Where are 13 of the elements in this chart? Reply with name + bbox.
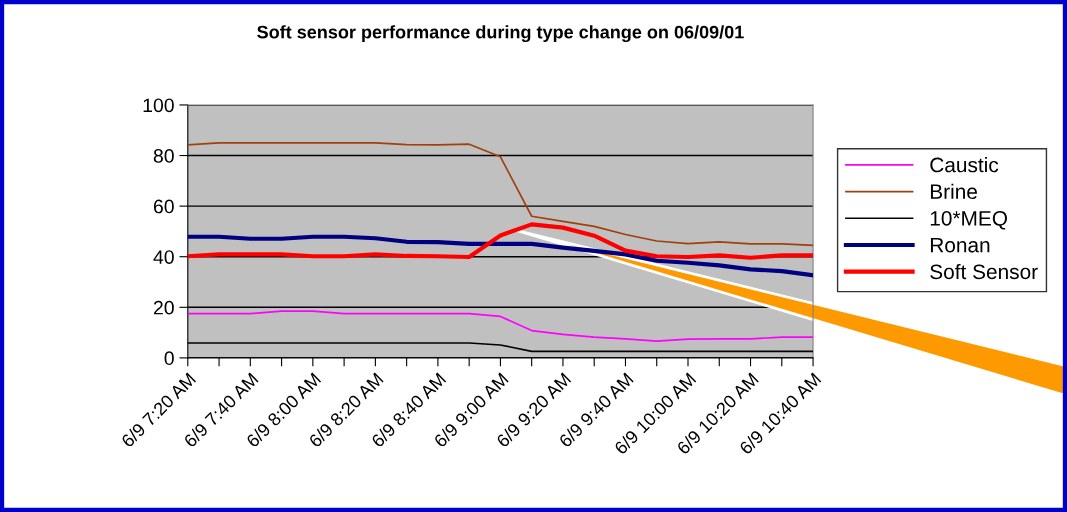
- legend-label: 10*MEQ: [930, 211, 1007, 230]
- y-tick-label: 20: [153, 300, 174, 315]
- y-tick-label: 0: [164, 351, 174, 366]
- legend-label: Brine: [930, 183, 977, 200]
- y-tick-label: 80: [153, 149, 174, 163]
- y-tick-label: 40: [153, 250, 174, 264]
- legend-label: Ronan: [930, 237, 990, 253]
- chart-title: Soft sensor performance during type change on 06/09/01: [257, 25, 744, 43]
- y-tick-label: 60: [153, 199, 174, 214]
- y-tick-label: 100: [143, 98, 174, 113]
- line-series: [187, 310, 814, 343]
- legend-label: Caustic: [930, 157, 999, 173]
- legend-label: Soft Sensor: [930, 263, 1038, 280]
